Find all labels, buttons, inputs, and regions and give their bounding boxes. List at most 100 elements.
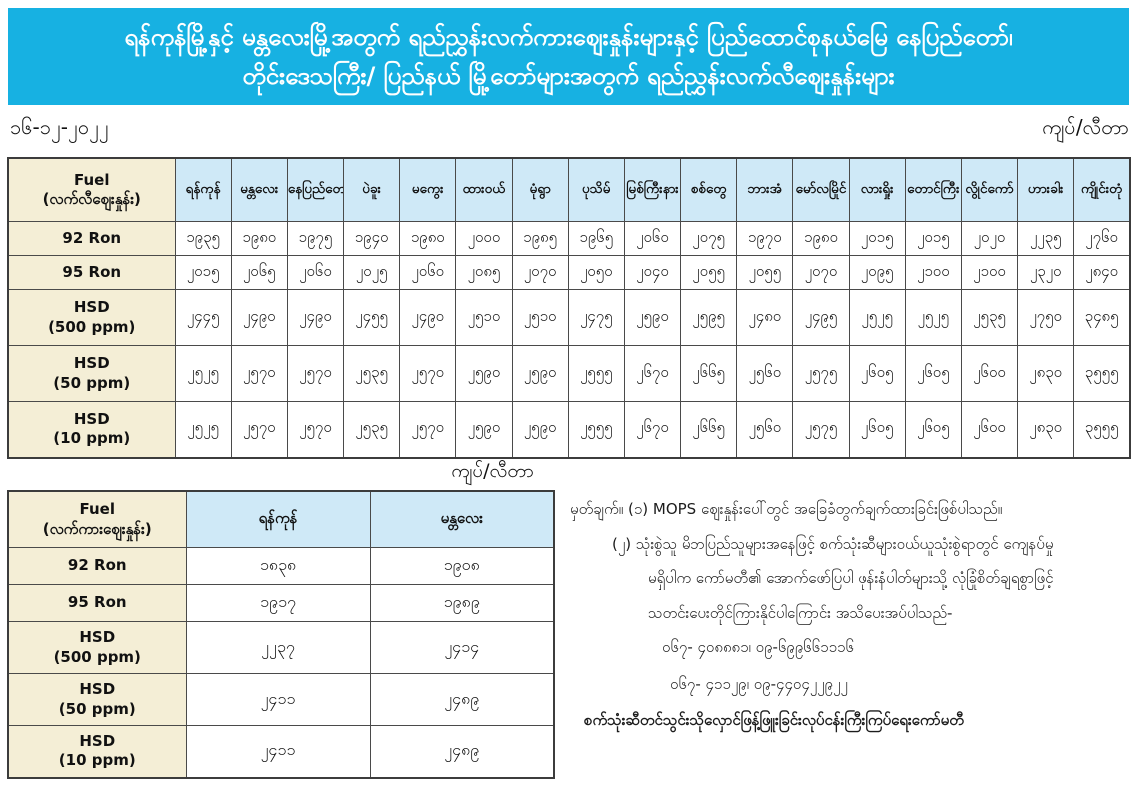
- fuel-label-line: 95 Ron: [62, 262, 122, 281]
- retail-price-cell: ၂၀၆၀: [286, 255, 345, 290]
- retail-price-cell: ၂၅၆၀: [736, 401, 794, 458]
- retail-price-cell: ၂၁၀၀: [904, 255, 962, 290]
- wholesale-fuel-header-cell: Fuel (လက်ကားဈေးနှုန်း): [7, 490, 187, 548]
- retail-price-cell: ၂၆၀၀: [960, 345, 1019, 402]
- title-line-1: ရန်ကုန်မြို့နှင့် မန္တလေးမြို့အတွက် ရည်ည…: [124, 23, 1013, 52]
- retail-city-header-14: တောင်ကြီး: [904, 157, 962, 222]
- retail-price-cell: ၂၂၃၅: [1017, 221, 1075, 256]
- retail-row-4: HSD (10 ppm) ၂၅၂၅ ၂၅၇၀ ၂၅၇၀ ၂၅၃၅ ၂၅၇၀ ၂၅၉၀ ၂၅၉၀၂…: [7, 401, 1131, 458]
- retail-price-table: Fuel (လက်လီဈေးနှုန်း) ရန်ကုန် မန္တလေး နေပြ…: [7, 157, 1131, 459]
- retail-price-cell: ၂၅၆၀: [736, 345, 794, 402]
- retail-price-cell: ၂၄၇၅: [567, 289, 625, 346]
- retail-price-cell: ၂၀၁၅: [904, 221, 962, 256]
- retail-city-header-3: နေပြည်တော်: [286, 157, 345, 222]
- retail-price-cell: ၂၅၉၀: [455, 345, 513, 402]
- retail-price-cell: ၂၅၅၅: [567, 401, 625, 458]
- retail-city-header-12: မော်လမြိုင်: [792, 157, 850, 222]
- retail-city-header-9: မြစ်ကြီးနား: [623, 157, 682, 222]
- fuel-label-line: (500 ppm): [48, 317, 136, 336]
- fuel-label-line: HSD: [79, 680, 116, 698]
- wholesale-row-3: HSD (50 ppm) ၂၄၁၁ ၂၄၈၉: [7, 673, 555, 726]
- retail-price-cell: ၂၄၉၀: [286, 289, 345, 346]
- wholesale-fuel-label-3: HSD (50 ppm): [7, 673, 187, 726]
- retail-price-cell: ၃၄၈၅: [1073, 289, 1131, 346]
- retail-city-header-6: ထားဝယ်: [455, 157, 513, 222]
- retail-fuel-label-1: 95 Ron: [7, 255, 176, 290]
- retail-city-header-17: ကျိုင်းတုံ: [1073, 157, 1131, 222]
- retail-price-cell: ၂၅၁၀: [511, 289, 569, 346]
- retail-price-cell: ၂၅၇၀: [399, 401, 457, 458]
- wholesale-price-cell: ၁၈၃၈: [185, 547, 371, 585]
- retail-price-cell: ၂၀၆၅: [230, 255, 288, 290]
- retail-price-cell: ၂၅၂၅: [174, 401, 232, 458]
- retail-price-cell: ၂၆၀၀: [960, 401, 1019, 458]
- retail-city-header-4: ပဲခူး: [343, 157, 401, 222]
- retail-price-cell: ၂၆၀၅: [904, 401, 962, 458]
- retail-fuel-header-line1: Fuel: [74, 170, 110, 189]
- fuel-label-line: 95 Ron: [67, 593, 127, 612]
- retail-price-cell: ၁၉၈၅: [511, 221, 569, 256]
- retail-price-cell: ၂၅၂၅: [174, 345, 232, 402]
- retail-price-cell: ၂၀၅၀: [567, 255, 625, 290]
- retail-price-cell: ၂၀၇၅: [680, 221, 738, 256]
- wholesale-fuel-header-line1: Fuel: [79, 500, 116, 518]
- retail-price-cell: ၂၁၀၀: [960, 255, 1019, 290]
- retail-price-cell: ၂၄၉၅: [792, 289, 850, 346]
- wholesale-price-cell: ၂၄၁၁: [185, 673, 371, 726]
- retail-fuel-label-4: HSD (10 ppm): [7, 401, 176, 458]
- retail-price-cell: ၂၆၇၀: [623, 401, 682, 458]
- retail-price-cell: ၂၀၅၅: [680, 255, 738, 290]
- wholesale-fuel-header-line2: (လက်ကားဈေးနှုန်း): [42, 519, 152, 538]
- wholesale-fuel-label-0: 92 Ron: [7, 547, 187, 585]
- wholesale-header-row: Fuel (လက်ကားဈေးနှုန်း) ရန်ကုန် မန္တလေး: [7, 490, 555, 548]
- retail-price-cell: ၁၉၈၀: [792, 221, 850, 256]
- retail-price-cell: ၂၆၀၅: [904, 345, 962, 402]
- wholesale-row-4: HSD (10 ppm) ၂၄၁၁ ၂၄၈၉: [7, 725, 555, 778]
- retail-price-cell: ၂၅၇၀: [399, 345, 457, 402]
- retail-price-cell: ၁၉၈၀: [230, 221, 288, 256]
- retail-city-header-5: မကွေး: [399, 157, 457, 222]
- retail-price-cell: ၂၀၆၀: [623, 221, 682, 256]
- retail-row-3: HSD (50 ppm) ၂၅၂၅ ၂၅၇၀ ၂၅၇၀ ၂၅၃၅ ၂၅၇၀ ၂၅၉၀ ၂၅၉၀၂…: [7, 345, 1131, 402]
- retail-price-cell: ၂၅၉၅: [680, 289, 738, 346]
- retail-price-cell: ၂၀၉၅: [848, 255, 906, 290]
- retail-price-cell: ၂၄၄၅: [174, 289, 232, 346]
- retail-price-cell: ၂၄၉၀: [399, 289, 457, 346]
- fuel-label-line: HSD: [73, 409, 110, 428]
- retail-price-cell: ၂၆၀၅: [848, 401, 906, 458]
- retail-price-cell: ၂၀၇၀: [511, 255, 569, 290]
- title-banner: ရန်ကုန်မြို့နှင့် မန္တလေးမြို့အတွက် ရည်ည…: [8, 8, 1129, 105]
- retail-price-cell: ၂၃၂၀: [1017, 255, 1075, 290]
- wholesale-price-cell: ၁၉၈၉: [369, 584, 555, 622]
- retail-city-header-10: စစ်တွေ: [680, 157, 738, 222]
- fuel-label-line: HSD: [79, 731, 116, 750]
- retail-price-cell: ၁၉၇၅: [286, 221, 345, 256]
- retail-city-header-2: မန္တလေး: [230, 157, 288, 222]
- date-label: ၁၆-၁၂-၂၀၂၂: [10, 115, 109, 139]
- retail-price-cell: ၂၆၆၅: [680, 345, 738, 402]
- retail-price-cell: ၂၅၇၀: [286, 401, 345, 458]
- retail-price-cell: ၂၅၃၅: [960, 289, 1019, 346]
- fuel-label-line: (500 ppm): [53, 647, 141, 666]
- retail-price-cell: ၂၀၁၅: [848, 221, 906, 256]
- retail-price-cell: ၂၅၇၀: [230, 345, 288, 402]
- wholesale-price-cell: ၂၂၃၇: [185, 621, 371, 674]
- retail-row-1: 95 Ron ၂၀၁၅ ၂၀၆၅ ၂၀၆၀ ၂၀၂၅ ၂၀၆၀ ၂၀၈၅ ၂၀၇၀ ၂၀၅၀ ၂၀…: [7, 255, 1131, 290]
- retail-price-cell: ၂၆၀၅: [848, 345, 906, 402]
- retail-price-cell: ၂၄၈၀: [736, 289, 794, 346]
- retail-price-cell: ၂၅၃၅: [343, 345, 401, 402]
- wholesale-price-cell: ၂၄၈၉: [369, 673, 555, 726]
- retail-price-cell: ၂၅၇၅: [792, 401, 850, 458]
- unit-label-middle: ကျပ်/လီတာ: [451, 460, 534, 482]
- fuel-label-line: HSD: [73, 354, 110, 372]
- fuel-label-line: (10 ppm): [53, 429, 131, 448]
- retail-price-cell: ၂၄၅၅: [343, 289, 401, 346]
- retail-price-cell: ၂၅၉၀: [455, 401, 513, 458]
- retail-price-cell: ၂၅၅၅: [567, 345, 625, 402]
- retail-price-cell: ၃၅၅၅: [1073, 401, 1131, 458]
- wholesale-price-cell: ၁၉၁၇: [185, 584, 371, 622]
- retail-header-row: Fuel (လက်လီဈေးနှုန်း) ရန်ကုန် မန္တလေး နေပြ…: [7, 157, 1131, 222]
- retail-fuel-label-2: HSD (500 ppm): [7, 289, 176, 346]
- retail-price-cell: ၂၅၂၅: [904, 289, 962, 346]
- retail-price-cell: ၂၆၆၅: [680, 401, 738, 458]
